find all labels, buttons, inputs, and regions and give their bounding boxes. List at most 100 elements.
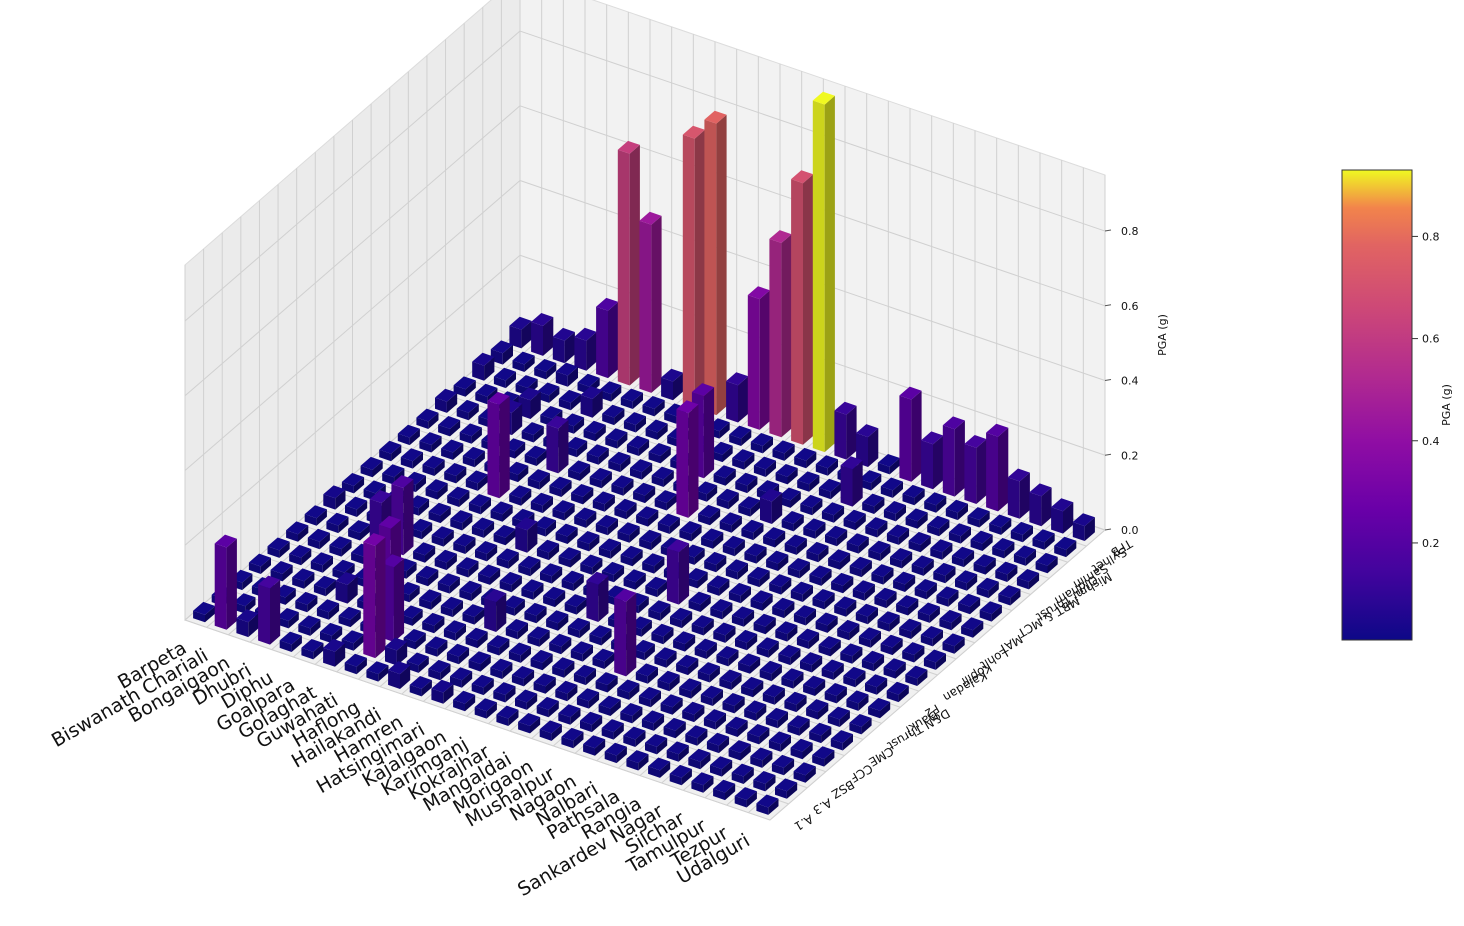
- bar-face: [734, 796, 747, 808]
- bar: [880, 634, 903, 656]
- bar: [583, 420, 606, 442]
- bar-face: [880, 643, 893, 656]
- bar-face: [509, 494, 522, 506]
- bar-face: [794, 456, 807, 469]
- bar: [413, 542, 436, 563]
- bar-top: [765, 707, 788, 721]
- bar-top: [778, 644, 801, 658]
- bar-face: [595, 681, 608, 693]
- bar-face: [780, 735, 791, 752]
- bar-face: [617, 432, 628, 449]
- bar-face: [790, 590, 803, 602]
- bar-face: [475, 392, 488, 405]
- bar: [716, 488, 739, 510]
- bar-top: [456, 557, 479, 570]
- bar-top: [986, 423, 1009, 437]
- bar-face: [991, 605, 1002, 622]
- bar-face: [347, 576, 358, 604]
- bar-top: [641, 710, 665, 724]
- bar-top: [800, 494, 823, 508]
- bar: [905, 508, 928, 529]
- bar: [552, 657, 575, 678]
- bar-top: [830, 730, 853, 743]
- bar-top: [927, 515, 950, 529]
- bar-face: [765, 775, 776, 792]
- bar-top: [750, 590, 773, 604]
- bar-top: [623, 412, 646, 425]
- bar-face: [806, 451, 817, 469]
- bar-face: [650, 691, 661, 708]
- bar-top: [465, 627, 488, 641]
- bar-top: [400, 448, 423, 462]
- bar-face: [440, 506, 451, 524]
- bar-top: [905, 665, 928, 679]
- bar-face: [245, 597, 256, 614]
- bar: [645, 734, 668, 755]
- bar: [406, 652, 429, 673]
- bar: [419, 589, 442, 610]
- bar: [536, 539, 560, 561]
- bar: [534, 359, 557, 380]
- bar-face: [335, 489, 346, 510]
- bar-face: [868, 706, 880, 719]
- bar-face: [483, 678, 494, 696]
- bar-top: [592, 648, 615, 662]
- bar-face: [781, 578, 792, 595]
- bar-face: [431, 688, 444, 704]
- bar: [698, 504, 721, 526]
- bar-face: [518, 721, 530, 734]
- bar-face: [936, 595, 949, 607]
- bar-top: [1032, 529, 1055, 543]
- bar-top: [363, 533, 386, 546]
- bar: [635, 663, 658, 684]
- bar: [549, 476, 572, 497]
- bar-top: [992, 538, 1015, 551]
- bar-top: [409, 676, 432, 689]
- bar-face: [849, 624, 860, 641]
- bar-top: [459, 580, 482, 594]
- bar-top: [472, 352, 495, 366]
- bar-face: [484, 598, 497, 632]
- bar-top: [496, 548, 519, 562]
- bar: [379, 440, 402, 462]
- bar-face: [901, 552, 913, 569]
- bar-top: [713, 622, 736, 636]
- bar-face: [543, 317, 554, 356]
- bar-top: [416, 565, 439, 579]
- bar-top: [902, 642, 925, 655]
- bar-face: [985, 558, 996, 575]
- bar-top: [775, 621, 798, 635]
- bar-face: [434, 616, 445, 634]
- bar-top: [360, 456, 383, 470]
- bar: [586, 444, 609, 465]
- bar-top: [413, 542, 436, 556]
- bar-top: [555, 523, 578, 537]
- bar-top: [453, 690, 476, 704]
- bar-top: [320, 622, 343, 636]
- bar-face: [821, 569, 832, 586]
- bar-face: [416, 574, 428, 587]
- bar-face: [728, 492, 739, 510]
- bar-top: [552, 500, 575, 513]
- bar-top: [924, 492, 947, 506]
- bar: [756, 794, 779, 815]
- bar: [657, 513, 680, 534]
- bar-face: [824, 691, 837, 704]
- bar-face: [856, 433, 868, 467]
- bar-face: [341, 639, 354, 651]
- bar: [741, 519, 764, 541]
- bar-face: [898, 685, 909, 703]
- bar-face: [759, 728, 770, 745]
- bar-top: [899, 386, 922, 400]
- bar-face: [1054, 545, 1067, 558]
- bar: [586, 571, 609, 622]
- bar-face: [518, 564, 531, 577]
- bar-face: [902, 651, 915, 663]
- bar: [861, 650, 885, 672]
- bar-top: [440, 596, 463, 610]
- bar-top: [772, 597, 795, 611]
- bar-face: [654, 400, 665, 417]
- bar-top: [468, 494, 491, 507]
- bar: [468, 651, 491, 672]
- bar-top: [865, 674, 888, 688]
